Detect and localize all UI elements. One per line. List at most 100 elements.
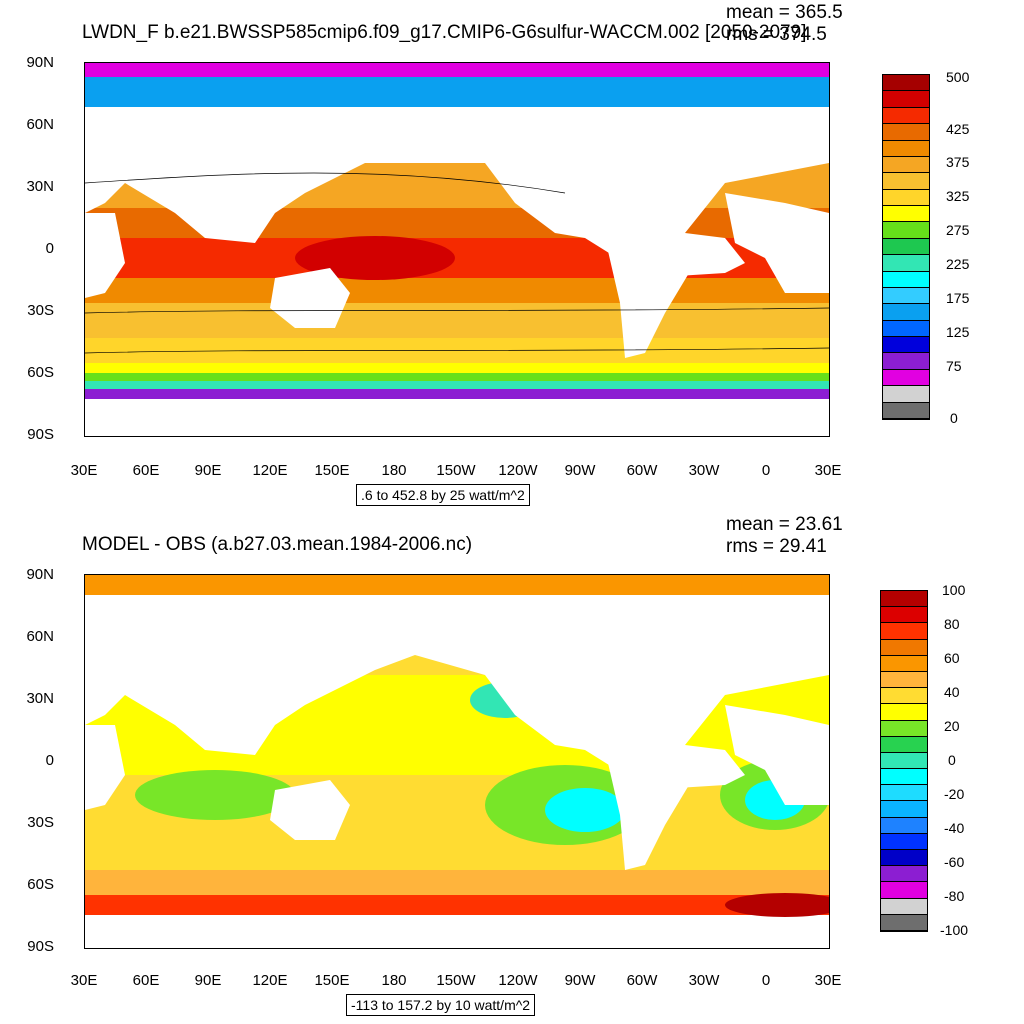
- south-america: [605, 745, 695, 870]
- bottom-map-svg: [85, 575, 829, 948]
- bottom-lon-label: 90W: [564, 972, 596, 989]
- top-colorbar-label: 425: [946, 121, 970, 137]
- colorbar-swatch: [883, 369, 929, 387]
- south-america: [605, 233, 695, 358]
- bottom-lon-label: 120W: [498, 972, 538, 989]
- top-lon-label: 90W: [564, 462, 596, 479]
- bottom-colorbar-label: 20: [944, 718, 960, 734]
- contour-line: [85, 347, 829, 354]
- colorbar-swatch: [881, 833, 927, 850]
- top-lon-label: 60E: [132, 462, 160, 479]
- bottom-colorbar-label: -40: [944, 820, 965, 836]
- colorbar-swatch: [881, 850, 927, 867]
- bottom-lon-label: 150W: [436, 972, 476, 989]
- cyan-patch: [545, 788, 625, 832]
- bottom-lat-label: 0: [45, 752, 54, 769]
- top-map: [84, 62, 830, 437]
- top-lon-label: 30W: [688, 462, 720, 479]
- colorbar-swatch: [883, 206, 929, 223]
- bottom-lon-label: 30W: [688, 972, 720, 989]
- top-lat-label: 60S: [27, 364, 54, 381]
- africa-east: [85, 725, 125, 810]
- bottom-lon-label: 180: [381, 972, 407, 989]
- antarctic-coast-band: [85, 895, 829, 915]
- colorbar-swatch: [883, 75, 929, 92]
- bottom-lat-label: 30S: [27, 814, 54, 831]
- colorbar-swatch: [883, 402, 929, 419]
- bottom-lon-label: 0: [761, 972, 771, 989]
- top-colorbar-label: 0: [950, 410, 958, 426]
- warm-pool: [295, 236, 455, 280]
- colorbar-swatch: [883, 255, 929, 272]
- africa-east: [85, 213, 125, 298]
- northern-continents: [85, 595, 829, 790]
- bottom-range-box: -113 to 157.2 by 10 watt/m^2: [346, 994, 536, 1016]
- colorbar-swatch: [881, 591, 927, 608]
- colorbar-swatch: [883, 124, 929, 141]
- colorbar-swatch: [881, 704, 927, 721]
- antarctica-land: [85, 399, 829, 436]
- bottom-rms-stat: rms = 29.41: [726, 536, 827, 557]
- south-midlat-band: [85, 870, 829, 895]
- south-tropic-band: [85, 278, 829, 303]
- bottom-lon-label: 30E: [70, 972, 98, 989]
- top-colorbar-label: 500: [946, 69, 970, 85]
- top-lat-label: 90S: [27, 426, 54, 443]
- bottom-colorbar-swatches: [881, 591, 927, 931]
- colorbar-swatch: [881, 882, 927, 899]
- top-map-svg: [85, 63, 829, 436]
- arctic-band: [85, 63, 829, 77]
- colorbar-swatch: [883, 337, 929, 354]
- colorbar-swatch: [881, 785, 927, 802]
- top-lon-label: 150W: [436, 462, 476, 479]
- bottom-colorbar-label: 60: [944, 650, 960, 666]
- arctic-cap: [85, 575, 829, 595]
- colorbar-swatch: [881, 639, 927, 656]
- bottom-colorbar-label: 100: [942, 582, 966, 598]
- bottom-panel-title: MODEL - OBS (a.b27.03.mean.1984-2006.nc): [82, 534, 473, 555]
- antarctica-land: [85, 915, 829, 948]
- colorbar-swatch: [883, 287, 929, 305]
- colorbar-swatch: [883, 271, 929, 288]
- africa-west: [725, 193, 829, 293]
- top-colorbar: [882, 74, 930, 420]
- contour-line: [85, 307, 829, 314]
- bottom-colorbar-label: -60: [944, 854, 965, 870]
- bottom-map: [84, 574, 830, 949]
- australia: [270, 780, 350, 840]
- bottom-colorbar-label: -20: [944, 786, 965, 802]
- colorbar-swatch: [881, 688, 927, 705]
- australia: [270, 268, 350, 328]
- colorbar-swatch: [881, 736, 927, 753]
- bottom-colorbar-label: -80: [944, 888, 965, 904]
- top-colorbar-label: 125: [946, 324, 970, 340]
- top-colorbar-label: 275: [946, 222, 970, 238]
- colorbar-swatch: [881, 914, 927, 931]
- bottom-colorbar-label: 0: [948, 752, 956, 768]
- top-colorbar-label: 75: [946, 358, 962, 374]
- colorbar-swatch: [881, 817, 927, 834]
- bottom-lon-label: 30E: [814, 972, 842, 989]
- antarctic-coast-band: [85, 389, 829, 399]
- colorbar-swatch: [881, 769, 927, 786]
- colorbar-swatch: [881, 752, 927, 770]
- colorbar-swatch: [883, 107, 929, 125]
- top-lon-label: 30E: [814, 462, 842, 479]
- top-colorbar-label: 225: [946, 256, 970, 272]
- africa-west: [725, 705, 829, 805]
- top-lat-label: 30S: [27, 302, 54, 319]
- south-cyan-band: [85, 381, 829, 389]
- northern-continents: [85, 107, 829, 278]
- bottom-lon-label: 60W: [626, 972, 658, 989]
- top-colorbar-swatches: [883, 75, 929, 419]
- top-lon-label: 150E: [314, 462, 350, 479]
- colorbar-swatch: [881, 801, 927, 818]
- colorbar-swatch: [883, 386, 929, 403]
- top-mean-stat: mean = 365.5: [726, 2, 843, 23]
- top-range-box: .6 to 452.8 by 25 watt/m^2: [356, 484, 530, 506]
- south-subtropic-band: [85, 303, 829, 338]
- colorbar-swatch: [881, 898, 927, 915]
- colorbar-swatch: [883, 222, 929, 239]
- south-yellow-band: [85, 363, 829, 373]
- colorbar-swatch: [881, 671, 927, 689]
